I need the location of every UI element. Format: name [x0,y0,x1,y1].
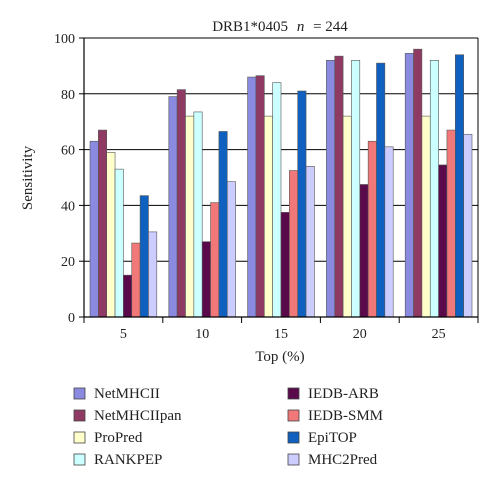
y-axis-label: Sensitivity [20,145,36,210]
legend-label-epitop: EpiTOP [308,430,357,446]
legend-label-netmhcii: NetMHCII [94,386,160,402]
legend-swatch-propred [73,431,86,444]
bar-iedb-arb-10 [201,241,211,318]
x-tick-label: 5 [120,327,127,342]
bar-propred-15 [263,115,273,318]
legend-label-netmhciipan: NetMHCIIpan [94,408,182,424]
y-tick-label: 80 [61,88,75,103]
bar-iedb-arb-5 [123,274,133,318]
legend-swatch-mhc2pred [287,453,300,466]
bar-epitop-10 [218,131,228,318]
bar-epitop-15 [297,90,307,318]
bar-propred-10 [185,115,195,318]
bar-propred-20 [342,115,352,318]
legend-label-iedb-arb: IEDB-ARB [308,386,379,402]
bar-mhc2pred-20 [384,146,394,318]
legend-swatch-iedb-arb [287,387,300,400]
bar-mhc2pred-10 [226,181,236,318]
legend-label-propred: ProPred [94,430,143,446]
bar-netmhciipan-20 [334,55,344,318]
bar-iedb-smm-25 [446,129,456,318]
legend-swatch-epitop [287,431,300,444]
bar-iedb-smm-10 [210,202,220,318]
chart-title-n: n [297,19,305,35]
bar-epitop-5 [139,195,149,318]
bar-netmhcii-20 [326,60,336,318]
legend-label-iedb-smm: IEDB-SMM [308,408,383,424]
bar-iedb-smm-20 [367,140,377,318]
bar-propred-5 [106,152,116,318]
bar-iedb-arb-20 [359,184,369,318]
legend-swatch-iedb-smm [287,409,300,422]
bar-netmhcii-10 [168,96,178,318]
y-tick-label: 0 [68,311,75,326]
chart-title-eq: = 244 [313,19,348,35]
axes [79,37,479,323]
x-tick-label: 10 [195,327,209,342]
chart-title-main: DRB1*0405 [212,19,288,35]
y-tick-label: 100 [54,32,75,47]
legend-label-rankpep: RANKPEP [94,452,162,468]
bar-propred-25 [421,115,431,318]
bars [89,48,473,318]
x-tick-label: 20 [353,327,367,342]
bar-rankpep-10 [193,111,203,318]
bar-netmhcii-25 [404,53,414,318]
x-tick-label: 25 [432,327,446,342]
y-tick-label: 60 [61,144,75,159]
bar-iedb-arb-25 [438,164,448,318]
bar-netmhciipan-10 [176,89,186,318]
bar-epitop-25 [454,54,464,318]
bar-mhc2pred-5 [148,231,158,318]
x-axis-label: Top (%) [255,349,304,365]
bar-rankpep-20 [351,60,361,318]
legend: NetMHCII NetMHCIIpan ProPred RANKPEP IEDB-AR… [73,386,383,468]
chart-title: DRB1*0405 n = 244 [212,19,348,35]
bar-mhc2pred-25 [463,133,473,318]
legend-swatch-netmhciipan [73,409,86,422]
legend-swatch-rankpep [73,453,86,466]
legend-swatch-netmhcii [73,387,86,400]
bar-mhc2pred-15 [305,166,315,318]
bar-iedb-smm-15 [289,170,299,318]
y-tick-label: 20 [61,255,75,270]
y-tick-label: 40 [61,199,75,214]
bar-netmhciipan-5 [98,129,107,318]
bar-rankpep-25 [429,60,439,318]
bar-iedb-arb-15 [280,212,290,318]
bar-rankpep-15 [272,82,282,318]
bar-rankpep-5 [114,168,124,318]
bar-epitop-20 [376,62,386,318]
y-tick-labels: 0 20 40 60 80 100 [54,32,75,326]
x-tick-labels: 5 10 15 20 25 [120,327,446,342]
x-tick-label: 15 [274,327,288,342]
bar-netmhciipan-15 [255,75,265,318]
bar-iedb-smm-5 [131,242,141,318]
legend-label-mhc2pred: MHC2Pred [308,452,378,468]
bar-netmhcii-15 [247,76,257,318]
bar-netmhciipan-25 [413,48,423,318]
bar-netmhcii-5 [89,140,99,318]
